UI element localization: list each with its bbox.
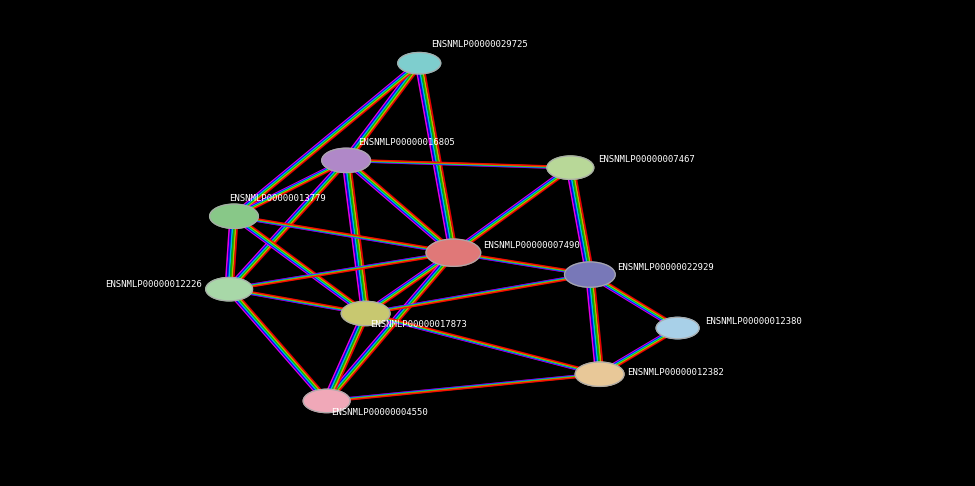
Text: ENSNMLP00000012226: ENSNMLP00000012226 [105,280,202,289]
Text: ENSNMLP00000012380: ENSNMLP00000012380 [705,316,801,326]
Text: ENSNMLP00000007490: ENSNMLP00000007490 [483,241,579,250]
Circle shape [322,148,370,173]
Text: ENSNMLP00000007467: ENSNMLP00000007467 [598,155,694,164]
Circle shape [656,317,699,339]
Circle shape [575,362,624,386]
Circle shape [206,278,253,301]
Circle shape [210,204,258,228]
Text: ENSNMLP00000013779: ENSNMLP00000013779 [229,193,326,203]
Circle shape [303,389,350,413]
Circle shape [565,262,615,287]
Text: ENSNMLP00000016805: ENSNMLP00000016805 [358,138,454,147]
Text: ENSNMLP00000004550: ENSNMLP00000004550 [332,407,428,417]
Circle shape [426,239,481,266]
Circle shape [547,156,594,179]
Text: ENSNMLP00000022929: ENSNMLP00000022929 [617,263,714,272]
Text: ENSNMLP00000012382: ENSNMLP00000012382 [627,367,723,377]
Circle shape [341,301,390,326]
Text: ENSNMLP00000017873: ENSNMLP00000017873 [370,320,467,329]
Text: ENSNMLP00000029725: ENSNMLP00000029725 [431,39,527,49]
Circle shape [398,52,441,74]
